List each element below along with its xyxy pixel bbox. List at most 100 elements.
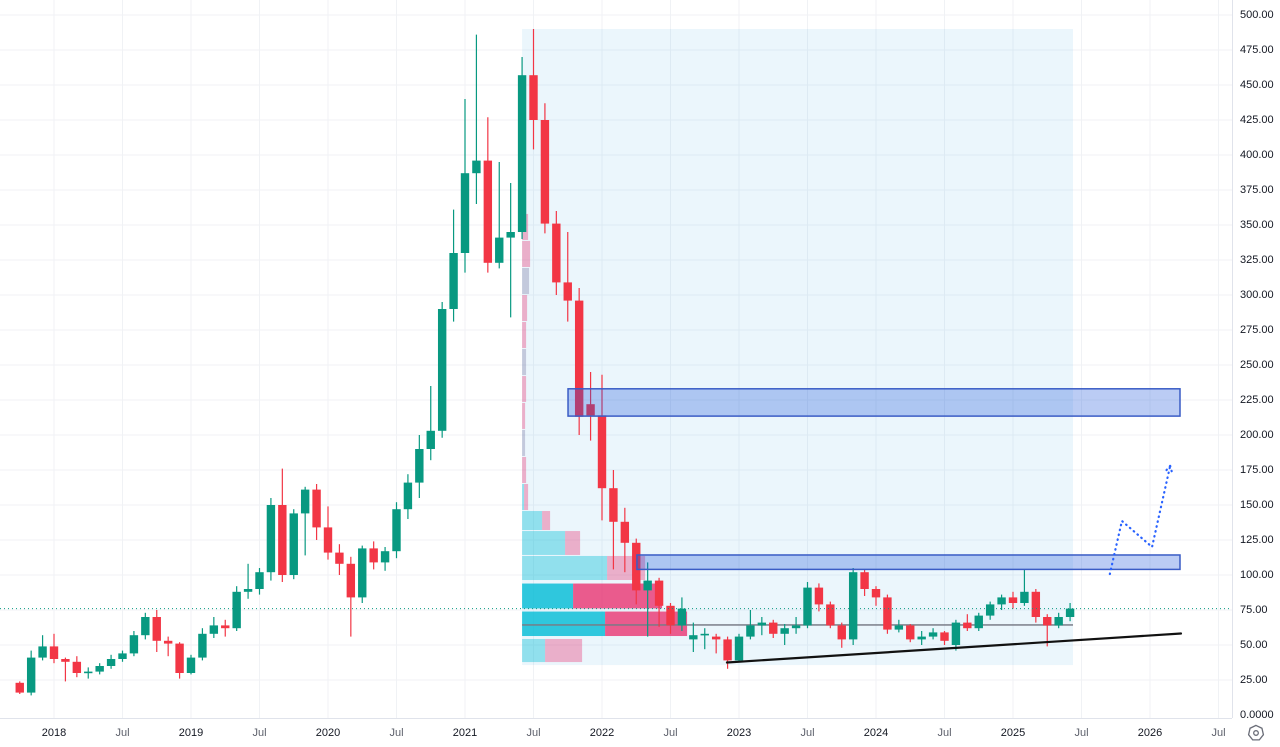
candle-body [392, 509, 401, 552]
candle-body [563, 282, 572, 301]
candle-2019-12 [312, 484, 321, 540]
candle-2020-06 [380, 547, 390, 571]
candle-2018-12 [175, 642, 184, 679]
candle-body [449, 253, 458, 309]
candle-body [951, 622, 961, 645]
candle-2024-09 [963, 614, 972, 631]
candle-2020-11 [437, 302, 447, 438]
candle-body [323, 527, 333, 553]
candle-body [963, 622, 972, 629]
candle-body [335, 552, 344, 564]
time-tick-year: 2023 [726, 727, 752, 739]
candle-body [894, 625, 904, 630]
time-tick-year: 2018 [41, 727, 67, 739]
candle-2024-05 [917, 631, 926, 645]
axis-settings-button[interactable] [1232, 718, 1280, 747]
price-tick-label: 475.00 [1240, 44, 1274, 56]
grid-lines [0, 0, 1232, 718]
time-tick-month: Jul [252, 727, 267, 739]
candle-body [928, 632, 938, 637]
candle-2023-01 [734, 633, 744, 662]
projection-arrow[interactable] [1108, 464, 1174, 576]
candle-2025-02 [1020, 569, 1029, 606]
candle-body [940, 632, 949, 641]
supply-zone-upper[interactable] [567, 388, 1181, 417]
candle-body [529, 75, 538, 120]
time-tick-year: 2020 [315, 727, 341, 739]
projection-path [1108, 464, 1172, 576]
candle-body [300, 489, 310, 514]
candle-body [757, 622, 767, 626]
candle-2023-12 [860, 569, 869, 596]
candle-body [711, 636, 721, 640]
candle-2020-03 [346, 556, 356, 637]
vp-row-down [522, 349, 527, 376]
candle-body [609, 488, 618, 522]
vp-row-down [605, 611, 688, 637]
candle-2019-10 [289, 509, 298, 580]
price-tick-label: 150.00 [1240, 499, 1274, 511]
candle-body [95, 666, 104, 672]
candle-2019-01 [186, 654, 196, 675]
candle-2024-06 [928, 628, 938, 640]
candle-2020-07 [392, 502, 401, 559]
time-tick-month: Jul [1074, 727, 1089, 739]
candle-body [358, 548, 367, 598]
candle-body [163, 640, 173, 644]
candle-body [506, 232, 515, 238]
candle-body [723, 639, 732, 661]
time-tick-month: Jul [1211, 727, 1226, 739]
vp-row-down [522, 429, 526, 456]
candle-body [974, 615, 983, 629]
candle-2022-01 [597, 374, 607, 521]
candle-body [403, 482, 413, 510]
candle-body [1008, 597, 1018, 603]
candle-body [243, 589, 253, 592]
candle-2024-07 [940, 631, 949, 645]
candle-2023-04 [769, 619, 778, 638]
candle-body [106, 659, 116, 666]
candle-2021-02 [472, 34, 481, 204]
candle-2024-01 [871, 586, 881, 606]
price-tick-label: 500.00 [1240, 9, 1274, 21]
candle-2019-11 [300, 486, 310, 556]
candle-2018-04 [84, 667, 93, 679]
candlestick-chart [0, 0, 1232, 718]
chart-pane[interactable] [0, 0, 1232, 718]
candle-body [26, 657, 36, 693]
price-tick-label: 325.00 [1240, 254, 1274, 266]
candle-2018-11 [163, 636, 173, 657]
candle-2025-03 [1031, 589, 1041, 623]
candle-body [620, 521, 630, 543]
time-axis[interactable]: 2018 Jul 2019 Jul 2020 Jul 2021 Jul 2022 Jul 2023 J… [0, 718, 1280, 747]
candle-2025-01 [1008, 591, 1018, 609]
price-tick-label: 425.00 [1240, 114, 1274, 126]
candle-body [826, 604, 835, 626]
candle-2018-08 [129, 631, 139, 657]
candle-body [906, 625, 915, 640]
vp-row-up [522, 531, 566, 555]
candle-2023-09 [826, 601, 835, 629]
candle-body [255, 572, 264, 589]
price-tick-label: 400.00 [1240, 149, 1274, 161]
supply-zone-lower[interactable] [636, 554, 1181, 571]
candle-body [72, 661, 82, 673]
price-axis[interactable]: 500.00 475.00 450.00 425.00 400.00 375.00 350.… [1232, 0, 1280, 721]
candle-2021-03 [483, 117, 493, 273]
price-tick-label: 25.00 [1240, 674, 1268, 686]
candle-2025-05 [1054, 612, 1063, 629]
vp-row-down [522, 456, 527, 483]
candle-2017-12 [38, 635, 47, 661]
price-tick-label: 275.00 [1240, 324, 1274, 336]
candle-2023-05 [780, 624, 789, 645]
candle-2020-04 [358, 545, 367, 603]
candle-2017-11 [26, 650, 36, 696]
candle-2019-04 [221, 619, 230, 637]
candle-body [84, 671, 93, 674]
candle-body [15, 682, 24, 693]
candle-body [677, 608, 687, 626]
candle-2022-02 [609, 470, 618, 570]
candle-2019-09 [278, 468, 287, 582]
ascending-trendline[interactable] [725, 632, 1183, 664]
